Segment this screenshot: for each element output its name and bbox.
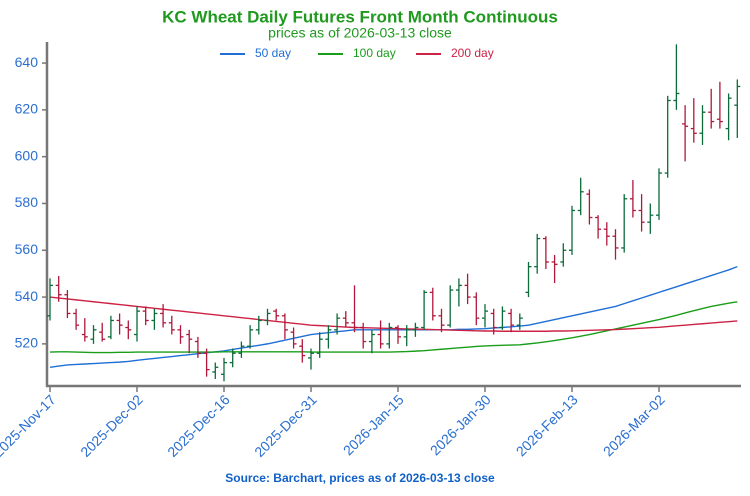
y-tick-label: 640	[15, 54, 39, 70]
chart-subtitle: prices as of 2026-03-13 close	[268, 25, 452, 41]
x-tick-label: 2026-Mar-02	[600, 391, 668, 459]
x-tick-label: 2026-Jan-15	[340, 391, 407, 458]
y-tick-label: 520	[15, 335, 39, 351]
x-tick-label: 2025-Dec-31	[251, 391, 320, 460]
y-tick-label: 620	[15, 101, 39, 117]
y-tick-label: 600	[15, 147, 39, 163]
legend-label: 100 day	[353, 46, 396, 60]
y-tick-label: 560	[15, 241, 39, 257]
ma-line	[49, 301, 738, 354]
y-tick-label: 540	[15, 288, 39, 304]
legend-label: 200 day	[451, 46, 494, 60]
x-tick-label: 2026-Jan-30	[427, 391, 494, 458]
x-tick-label: 2026-Feb-13	[513, 391, 581, 459]
ma-line	[49, 296, 738, 332]
x-tick-label: 2025-Dec-16	[164, 391, 233, 460]
legend-label: 50 day	[255, 46, 291, 60]
ma-line	[49, 265, 738, 368]
x-tick-label: 2025-Nov-17	[0, 391, 59, 460]
y-tick-label: 580	[15, 194, 39, 210]
chart-title: KC Wheat Daily Futures Front Month Conti…	[162, 7, 558, 26]
source-note: Source: Barchart, prices as of 2026-03-1…	[225, 471, 495, 485]
x-tick-label: 2025-Dec-02	[77, 391, 146, 460]
